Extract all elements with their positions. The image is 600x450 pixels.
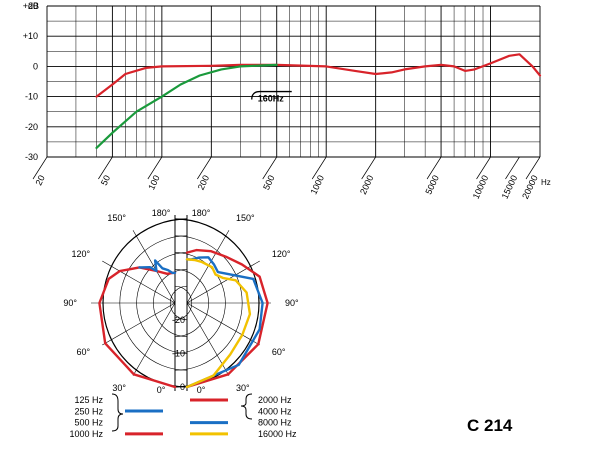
x-tick-mark xyxy=(525,156,541,180)
polar-radial-line xyxy=(102,302,176,346)
polar-angle-label: 30° xyxy=(112,383,126,393)
frequency-series-1 xyxy=(95,63,278,149)
x-tick-mark xyxy=(361,156,376,180)
polar-radial-line xyxy=(132,302,176,376)
y-tick-label: -20 xyxy=(25,122,38,132)
x-tick-label: 1000 xyxy=(308,174,326,196)
legend-label-left: 500 Hz xyxy=(74,418,103,428)
polar-ring xyxy=(119,235,188,371)
x-tick-label: 15000 xyxy=(500,174,520,201)
polar-ring xyxy=(169,285,188,321)
x-tick-mark xyxy=(476,156,491,180)
x-tick-label: 50 xyxy=(99,174,112,187)
legend-label-right: 16000 Hz xyxy=(258,429,297,439)
polar-radial-line xyxy=(186,302,260,346)
frequency-response-chart: +20 +10 0 -10 -20 -30 dB 20 50 100 200 500 1000 2000 5… xyxy=(23,1,551,201)
legend-label-right: 8000 Hz xyxy=(258,418,292,428)
legend-label-left: 125 Hz xyxy=(74,395,103,405)
x-tick-label: 20000 xyxy=(520,174,540,201)
y-tick-label: -10 xyxy=(25,92,38,102)
polar-angle-label: 60° xyxy=(272,347,286,357)
x-tick-label: 10000 xyxy=(471,174,491,201)
polar-angle-label: 30° xyxy=(236,383,250,393)
polar-series-1 xyxy=(138,259,177,275)
polar-ring-label: -10 xyxy=(172,348,185,358)
polar-radial-line xyxy=(186,230,230,304)
polar-angle-label: 90° xyxy=(63,298,77,308)
polar-angle-label: 120° xyxy=(72,249,91,259)
polar-angle-label: 180° xyxy=(192,208,211,218)
y-tick-label: +10 xyxy=(23,31,38,41)
x-tick-mark xyxy=(262,156,278,180)
low-cut-symbol xyxy=(251,90,292,100)
y-tick-label: 0 xyxy=(33,61,38,71)
polar-angle-label: 0° xyxy=(157,385,166,395)
x-tick-label: 5000 xyxy=(423,174,441,196)
polar-series-0 xyxy=(98,266,177,389)
legend-label-left: 250 Hz xyxy=(74,406,103,416)
polar-pattern-chart: 180° 150° 120° 90° 60° 30° 0° 180° 150° 120° 90° 60… xyxy=(63,208,299,395)
legend-label-right: 2000 Hz xyxy=(258,395,292,405)
x-unit-label: Hz xyxy=(541,178,551,187)
x-tick-mark xyxy=(147,156,163,180)
x-tick-label: 2000 xyxy=(358,174,376,196)
polar-angle-label: 180° xyxy=(152,208,171,218)
frequency-series-0 xyxy=(95,53,542,98)
polar-angle-label: 120° xyxy=(272,249,291,259)
polar-ring-label: -20 xyxy=(172,315,185,325)
y-tick-label: +20 xyxy=(23,1,38,11)
x-tick-mark xyxy=(32,156,48,180)
y-unit-label: dB xyxy=(28,1,39,11)
polar-angle-label: 150° xyxy=(236,213,255,223)
x-tick-mark xyxy=(98,156,113,180)
x-tick-label: 200 xyxy=(196,174,211,192)
y-tick-label: -30 xyxy=(25,152,38,162)
polar-series-2 xyxy=(185,248,269,389)
legend-brace-right xyxy=(240,393,253,420)
legend-label-right: 4000 Hz xyxy=(258,406,292,416)
polar-radial-line xyxy=(132,230,176,304)
x-tick-mark xyxy=(426,156,442,180)
polar-series-3 xyxy=(185,256,264,389)
x-tick-mark xyxy=(311,156,327,180)
polar-ring xyxy=(136,252,188,354)
polar-angle-label: 60° xyxy=(77,347,91,357)
polar-angle-label: 0° xyxy=(197,385,206,395)
polar-series-4 xyxy=(185,258,252,389)
annotation-label: 160Hz xyxy=(258,94,285,104)
x-tick-label: 20 xyxy=(34,174,47,187)
polar-radial-line xyxy=(102,260,176,304)
x-tick-label: 100 xyxy=(146,174,161,192)
legend-brace-left xyxy=(111,393,124,432)
polar-angle-label: 150° xyxy=(107,213,126,223)
x-tick-mark xyxy=(197,156,212,180)
polar-ring-label: 0 xyxy=(180,382,185,392)
polar-radial-line xyxy=(186,260,260,304)
model-name: C 214 xyxy=(467,416,513,435)
x-tick-label: 500 xyxy=(261,174,276,192)
legend-label-left: 1000 Hz xyxy=(69,429,103,439)
polar-angle-label: 90° xyxy=(285,298,299,308)
x-tick-mark xyxy=(505,156,520,180)
